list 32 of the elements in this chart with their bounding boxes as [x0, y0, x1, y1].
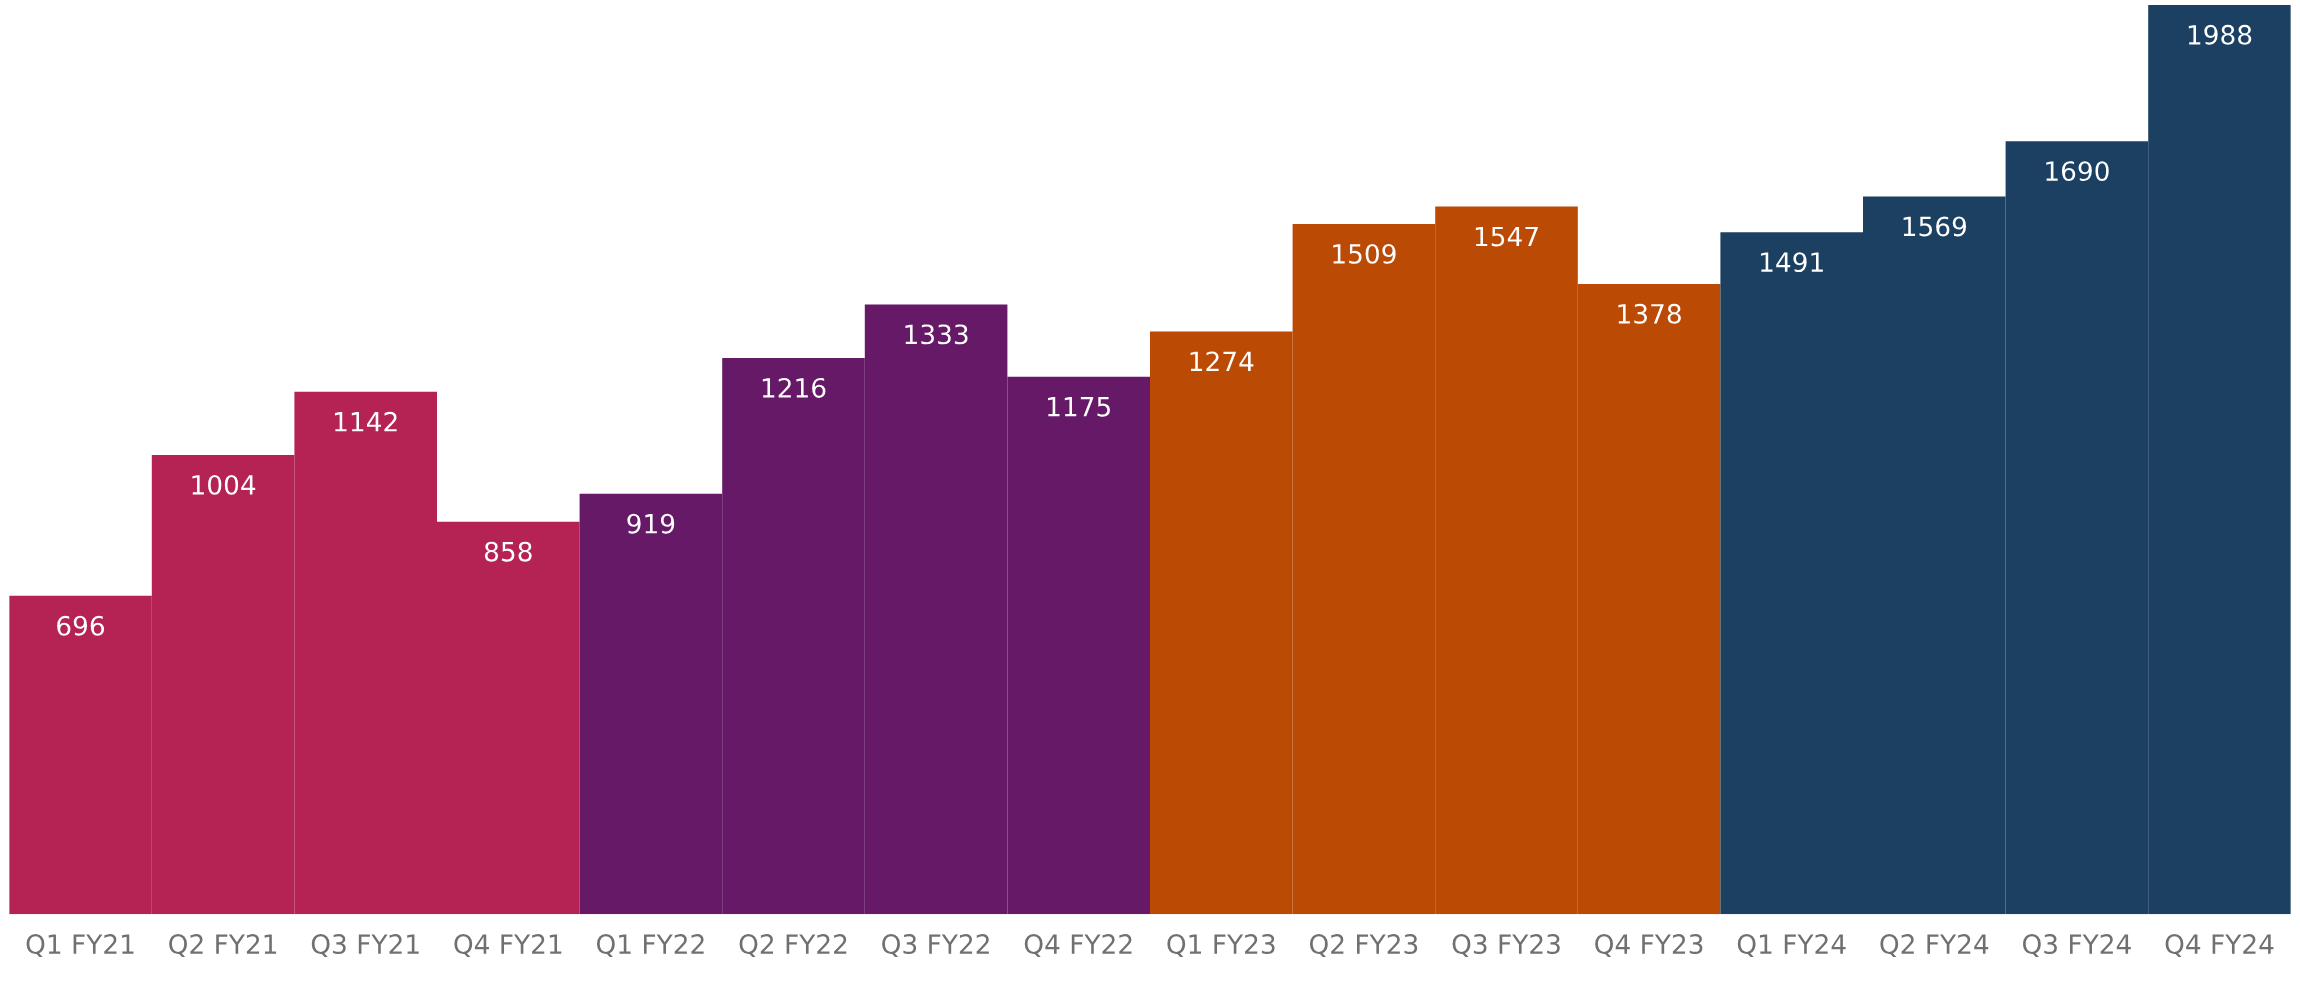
x-tick-label: Q1 FY22	[596, 934, 704, 958]
data-label: 858	[484, 541, 532, 562]
data-label: 1175	[1048, 397, 1110, 417]
data-label: 696	[57, 615, 105, 636]
data-label: 1988	[2188, 24, 2252, 45]
x-tick-label: Q4 FY23	[1595, 934, 1703, 958]
data-label: 919	[627, 513, 675, 534]
x-tick-label: Q3 FY21	[311, 934, 419, 958]
x-tick-label: Q2 FY22	[739, 934, 847, 958]
x-tick-label: Q3 FY22	[882, 934, 989, 958]
data-label: 1690	[2046, 161, 2109, 182]
data-label: 1004	[192, 474, 256, 495]
data-label: 1333	[905, 324, 968, 345]
x-tick-label: Q4 FY24	[2165, 934, 2274, 958]
x-tick-label: Q1 FY23	[1167, 934, 1275, 958]
data-label: 1509	[1333, 243, 1396, 264]
x-tick-label: Q3 FY23	[1452, 934, 1560, 958]
x-tick-label: Q1 FY21	[26, 934, 134, 958]
data-label: 1569	[1903, 216, 1967, 237]
x-tick-label: Q2 FY21	[169, 934, 277, 958]
data-label: 1378	[1618, 303, 1681, 324]
x-tick-label: Q2 FY23	[1309, 934, 1418, 958]
data-label: 1491	[1761, 252, 1823, 273]
x-tick-label: Q2 FY24	[1880, 934, 1989, 958]
x-tick-label: Q4 FY22	[1024, 934, 1132, 958]
data-label: 1216	[762, 377, 826, 398]
x-tick-label: Q1 FY24	[1737, 934, 1846, 958]
data-label: 1142	[335, 411, 397, 432]
x-tick-label: Q3 FY24	[2022, 934, 2131, 958]
data-label: 1274	[1190, 351, 1254, 371]
data-label: 1547	[1475, 226, 1538, 247]
x-tick-label: Q4 FY21	[454, 934, 562, 958]
